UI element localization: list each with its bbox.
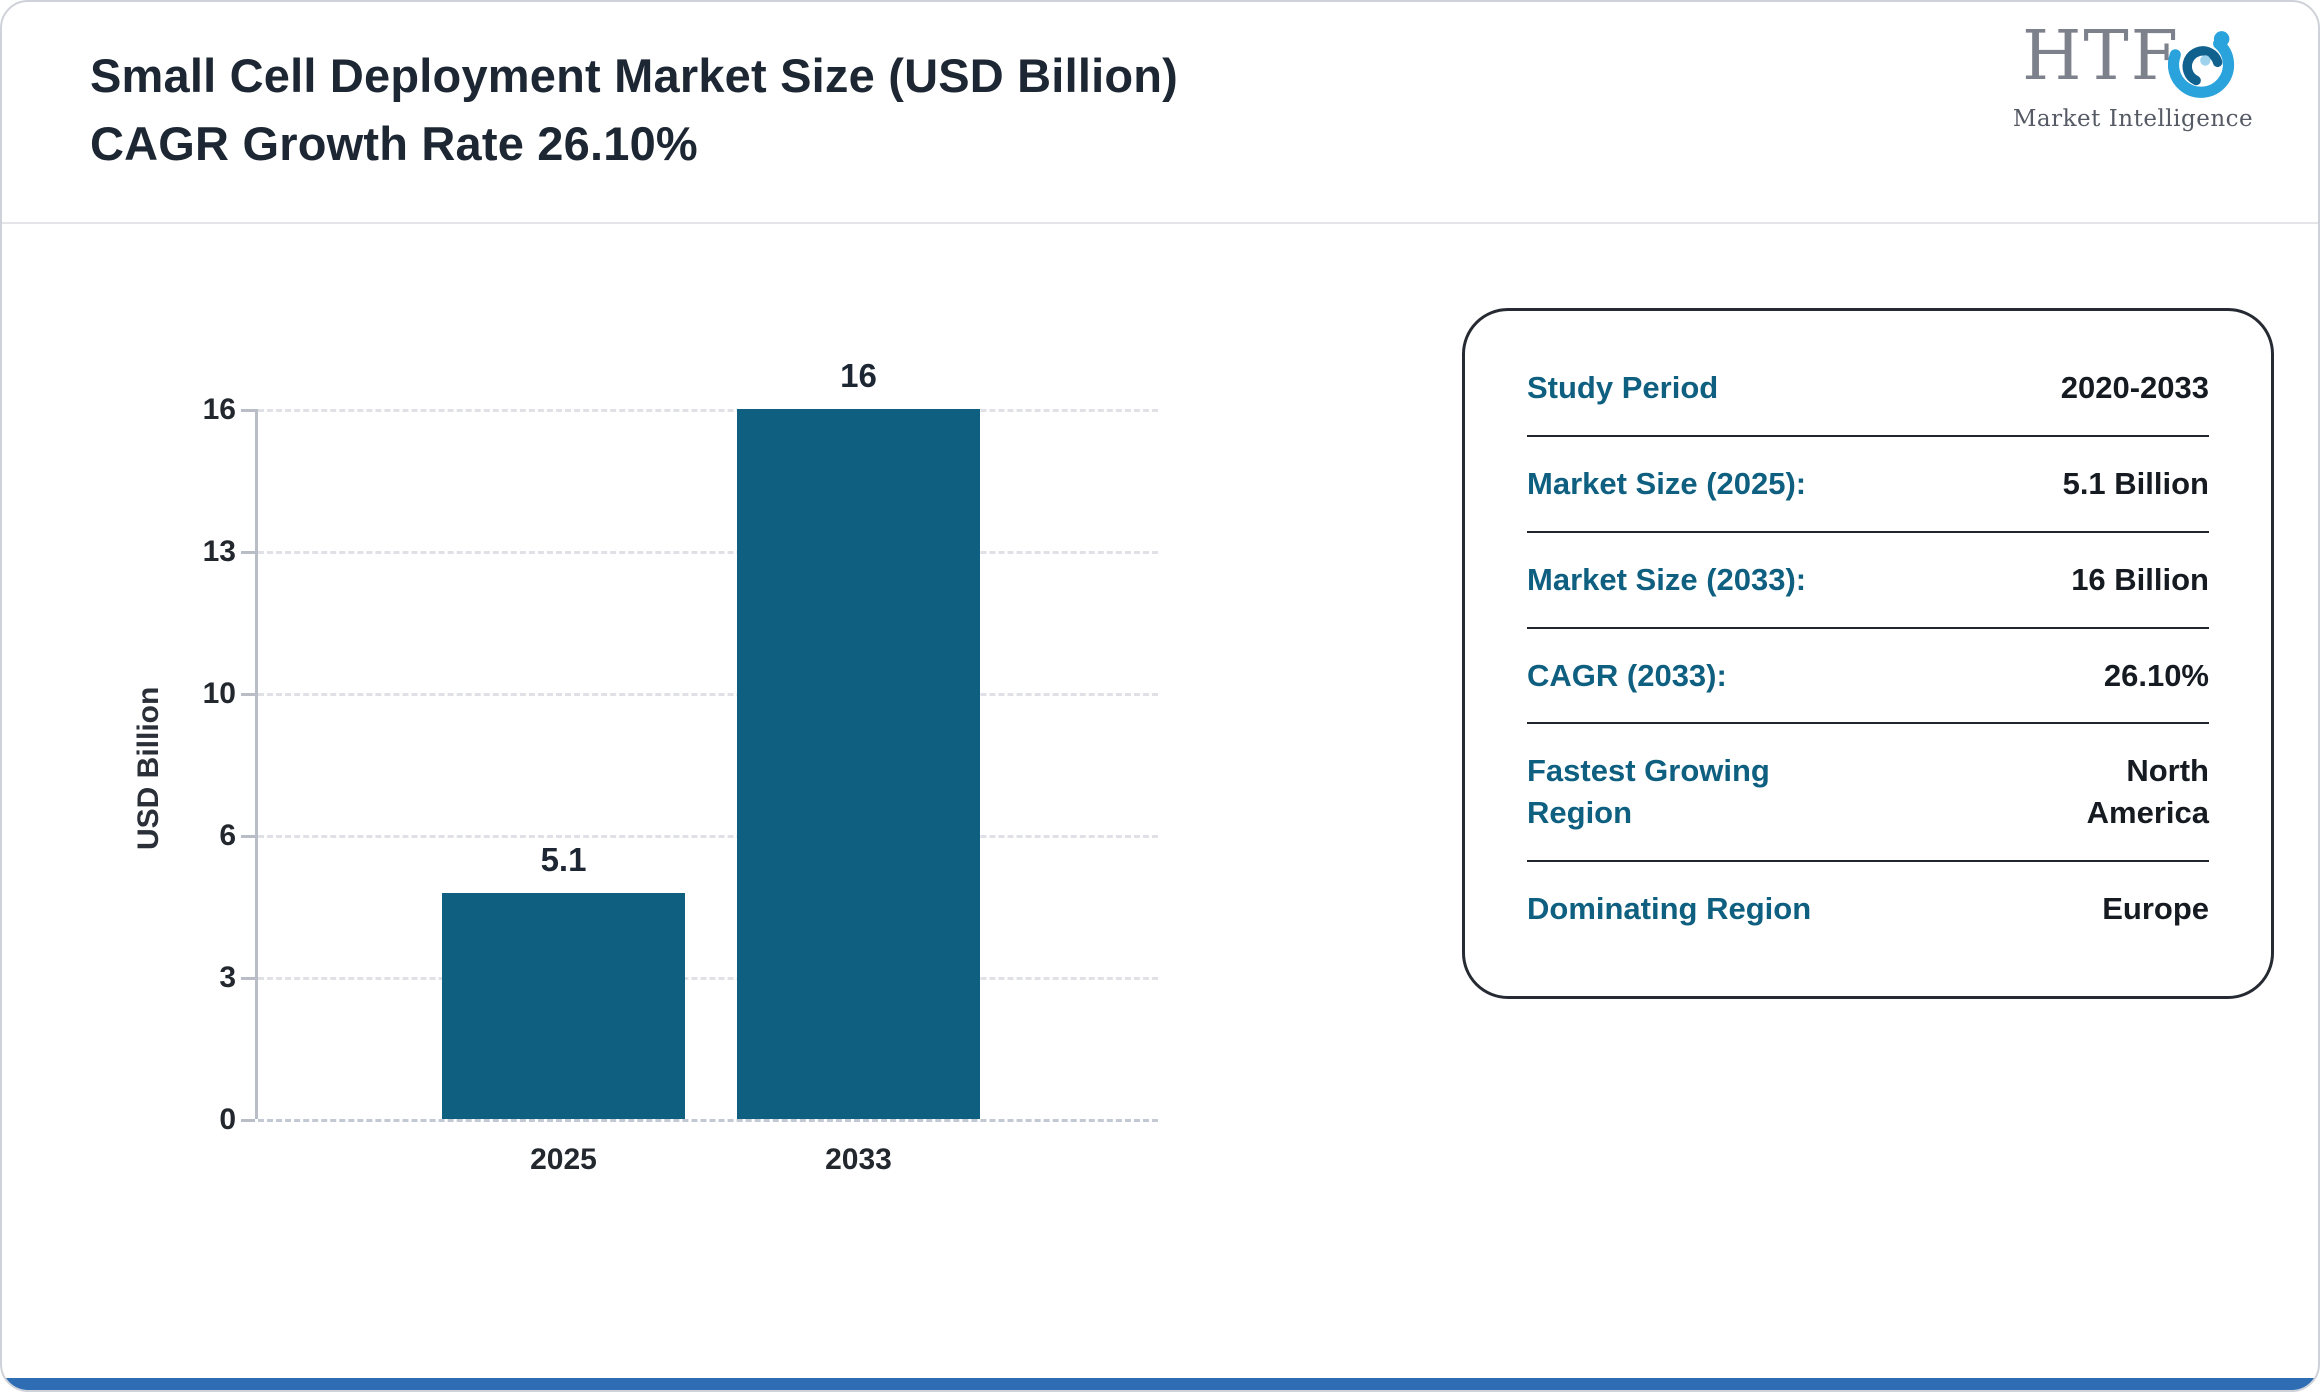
info-row: Dominating Region Europe bbox=[1527, 862, 2209, 956]
bar-2025: 5.1 bbox=[442, 841, 685, 1119]
info-row-value: 26.10% bbox=[2103, 657, 2209, 693]
page-title: Small Cell Deployment Market Size (USD B… bbox=[90, 42, 1178, 177]
gridline: 16 bbox=[203, 393, 1158, 426]
info-row-value: 2020-2033 bbox=[2060, 370, 2209, 405]
info-row: Study Period 2020-2033 bbox=[1527, 341, 2209, 437]
y-tick-label: 3 bbox=[219, 961, 236, 994]
info-row-value: North America bbox=[2086, 753, 2209, 831]
bar-value-label: 16 bbox=[840, 357, 877, 394]
logo-tagline: Market Intelligence bbox=[2012, 106, 2254, 132]
gridline: 3 bbox=[219, 961, 1158, 994]
bar-2033: 16 bbox=[737, 357, 980, 1119]
page-title-line2: CAGR Growth Rate 26.10% bbox=[90, 116, 698, 170]
y-tick-label: 6 bbox=[219, 819, 236, 852]
gridline: 10 bbox=[203, 677, 1158, 710]
info-row-label: Market Size (2033): bbox=[1527, 561, 1807, 597]
info-row: Fastest Growing Region North America bbox=[1527, 724, 2209, 863]
info-row-value: 5.1 Billion bbox=[2062, 465, 2209, 501]
x-tick-label: 2025 bbox=[530, 1143, 597, 1176]
y-tick-label: 16 bbox=[202, 393, 236, 426]
info-row-value: Europe bbox=[2102, 891, 2209, 927]
y-tick-label: 0 bbox=[219, 1103, 236, 1136]
info-card: Study Period 2020-2033 Market Size (2025… bbox=[1462, 308, 2274, 999]
header: Small Cell Deployment Market Size (USD B… bbox=[2, 2, 2318, 224]
y-axis-title: USD Billion bbox=[132, 686, 165, 850]
gridline: 6 bbox=[219, 819, 1158, 852]
y-tick-label: 13 bbox=[202, 535, 236, 568]
bar-chart: 16 13 10 6 3 0 5.1 16 2025 2033 bbox=[203, 357, 1158, 1176]
brand-logo: HTF Market Intelligence bbox=[2008, 17, 2258, 132]
info-row-label: Fastest Growing Region bbox=[1527, 753, 1770, 831]
bottom-accent-bar bbox=[2, 1378, 2318, 1390]
info-row-label: Study Period bbox=[1527, 370, 1719, 405]
page-title-line1: Small Cell Deployment Market Size (USD B… bbox=[90, 49, 1179, 102]
logo-text: HTF bbox=[2022, 17, 2180, 96]
info-row-label: CAGR (2033): bbox=[1527, 657, 1727, 693]
x-axis-baseline: 0 bbox=[219, 1103, 1158, 1136]
y-tick-label: 10 bbox=[202, 677, 236, 710]
x-tick-label: 2033 bbox=[825, 1143, 892, 1176]
logo-mark: HTF bbox=[2022, 17, 2244, 106]
info-row-label: Market Size (2025): bbox=[1527, 465, 1807, 501]
info-row-value: 16 Billion bbox=[2071, 561, 2209, 597]
info-row: Market Size (2025): 5.1 Billion bbox=[1527, 437, 2209, 533]
info-row: Market Size (2033): 16 Billion bbox=[1527, 533, 2209, 629]
info-row: CAGR (2033): 26.10% bbox=[1527, 629, 2209, 725]
gridline: 13 bbox=[203, 535, 1158, 568]
logo-swirl-icon bbox=[2167, 31, 2235, 98]
info-row-label: Dominating Region bbox=[1527, 891, 1812, 927]
bar-value-label: 5.1 bbox=[540, 840, 587, 878]
